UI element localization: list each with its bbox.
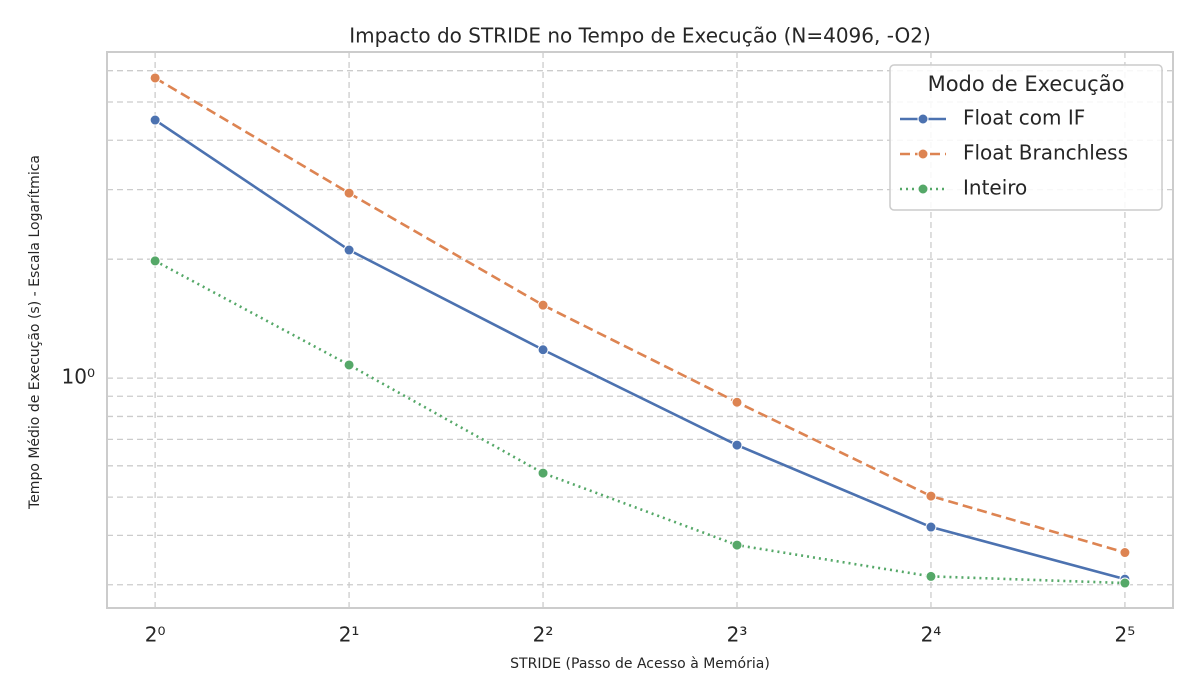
data-point <box>537 299 549 311</box>
data-point <box>343 244 355 256</box>
y-axis-label: Tempo Médio de Execução (s) - Escala Log… <box>27 155 43 510</box>
legend-marker <box>917 148 929 160</box>
x-tick-label: 2⁰ <box>145 623 166 647</box>
x-tick-label: 2³ <box>727 623 748 647</box>
x-tick-label: 2² <box>533 623 554 647</box>
data-point <box>537 467 549 479</box>
data-point <box>343 359 355 371</box>
x-tick-label: 2¹ <box>339 623 360 647</box>
data-point <box>925 490 937 502</box>
legend-label: Float com IF <box>963 106 1085 130</box>
data-point <box>149 255 161 267</box>
data-point <box>343 187 355 199</box>
x-tick-label: 2⁵ <box>1115 623 1136 647</box>
legend-box <box>889 64 1163 211</box>
y-tick-label: 10⁰ <box>62 365 95 389</box>
legend-marker <box>917 113 929 125</box>
data-point <box>925 521 937 533</box>
data-point <box>1119 577 1131 589</box>
x-axis-label: STRIDE (Passo de Acesso à Memória) <box>510 656 770 672</box>
data-point <box>731 539 743 551</box>
legend-label: Float Branchless <box>963 141 1128 165</box>
series-line <box>154 76 1126 554</box>
legend-label: Inteiro <box>963 176 1027 200</box>
series-line <box>154 259 1125 585</box>
legend-title: Modo de Execução <box>928 72 1125 96</box>
data-point <box>1119 547 1131 559</box>
plot-frame <box>106 51 1174 609</box>
series-line <box>154 118 1126 581</box>
x-tick-label: 2⁴ <box>921 623 942 647</box>
data-point <box>731 396 743 408</box>
data-point <box>731 439 743 451</box>
data-point <box>925 570 937 582</box>
data-point <box>149 72 161 84</box>
chart-title: Impacto do STRIDE no Tempo de Execução (… <box>349 24 931 48</box>
legend-marker <box>917 183 929 195</box>
data-point <box>149 114 161 126</box>
data-point <box>537 344 549 356</box>
